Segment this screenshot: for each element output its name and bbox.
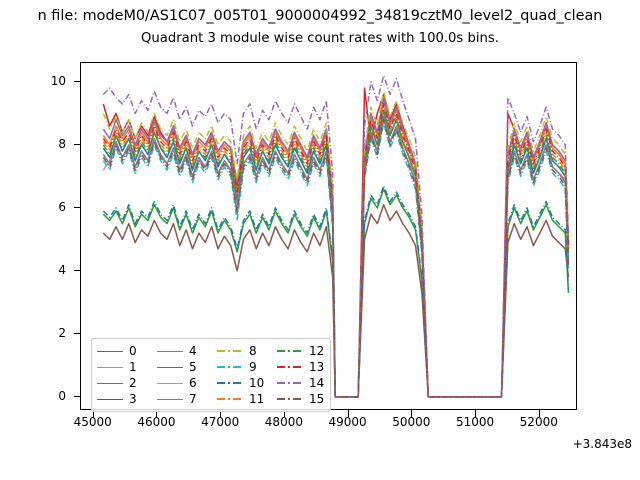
y-tick-label: 2 [58,325,66,340]
x-tick-mark [347,410,349,417]
legend-swatch-icon [277,382,303,384]
legend-label: 14 [309,376,325,390]
x-tick-mark [411,410,413,417]
figure-suptitle: n file: modeM0/AS1C07_005T01_9000004992_… [37,8,603,24]
legend-label: 0 [129,344,137,358]
legend-entry-9[interactable]: 9 [217,359,265,375]
legend-swatch-icon [217,398,243,400]
legend-entry-3[interactable]: 3 [97,391,145,407]
legend-swatch-icon [157,382,183,384]
x-tick-mark [283,410,285,417]
legend-swatch-icon [157,366,183,368]
legend-label: 12 [309,344,325,358]
y-tick-mark [73,143,80,145]
legend-entry-2[interactable]: 2 [97,375,145,391]
data-series-line [102,203,570,398]
x-tick-label: 48000 [264,415,303,429]
legend-swatch-icon [277,366,303,368]
y-tick-label: 6 [58,199,66,214]
legend-entry-1[interactable]: 1 [97,359,145,375]
legend-entry-11[interactable]: 11 [217,391,265,407]
legend-swatch-icon [217,366,243,368]
legend-entry-6[interactable]: 6 [157,375,205,391]
y-tick-mark [73,206,80,208]
legend-entry-14[interactable]: 14 [277,375,325,391]
x-tick-label: 50000 [392,415,431,429]
legend-swatch-icon [97,366,123,368]
x-tick-mark [92,410,94,417]
x-tick-mark [538,410,540,417]
axes-title: Quadrant 3 module wise count rates with … [141,31,499,46]
x-axis-offset-label: +3.843e8 [572,437,632,451]
legend-label: 9 [249,360,257,374]
x-tick-label: 49000 [328,415,367,429]
legend-label: 8 [249,344,257,358]
legend-swatch-icon [217,382,243,384]
data-series-line [102,118,570,398]
legend-swatch-icon [157,398,183,400]
y-tick-mark [73,80,80,82]
series-canvas [102,74,570,398]
legend-label: 7 [189,392,197,406]
legend-label: 4 [189,344,197,358]
y-tick-mark [73,395,80,397]
legend-label: 5 [189,360,197,374]
x-tick-label: 52000 [519,415,558,429]
legend-entry-0[interactable]: 0 [97,343,145,359]
legend-label: 6 [189,376,197,390]
legend-entry-15[interactable]: 15 [277,391,325,407]
legend-swatch-icon [97,382,123,384]
x-tick-label: 46000 [137,415,176,429]
y-tick-mark [73,332,80,334]
legend-entry-5[interactable]: 5 [157,359,205,375]
legend-swatch-icon [217,350,243,352]
data-series-line [102,90,570,398]
legend-entry-8[interactable]: 8 [217,343,265,359]
legend-label: 11 [249,392,265,406]
x-tick-label: 45000 [73,415,112,429]
legend-label: 1 [129,360,137,374]
legend-label: 10 [249,376,265,390]
legend-entry-12[interactable]: 12 [277,343,325,359]
legend-label: 15 [309,392,325,406]
legend-swatch-icon [277,350,303,352]
x-tick-label: 51000 [455,415,495,429]
x-tick-mark [220,410,222,417]
legend-entry-13[interactable]: 13 [277,359,325,375]
legend-entry-10[interactable]: 10 [217,375,265,391]
y-tick-label: 0 [58,388,66,403]
y-tick-label: 4 [58,262,66,277]
x-tick-label: 47000 [201,415,240,429]
legend-swatch-icon [277,398,303,400]
legend-entry-7[interactable]: 7 [157,391,205,407]
legend-label: 13 [309,360,325,374]
x-tick-mark [156,410,158,417]
y-tick-label: 8 [58,136,66,151]
x-tick-mark [475,410,477,417]
legend[interactable]: 0 4 8 12 1 5 9 13 2 6 10 14 3 7 11 15 [91,338,331,412]
y-tick-label: 10 [50,73,66,88]
legend-label: 3 [129,392,137,406]
legend-swatch-icon [97,350,123,352]
legend-label: 2 [129,376,137,390]
legend-swatch-icon [157,350,183,352]
legend-swatch-icon [97,398,123,400]
y-tick-mark [73,269,80,271]
legend-entry-4[interactable]: 4 [157,343,205,359]
